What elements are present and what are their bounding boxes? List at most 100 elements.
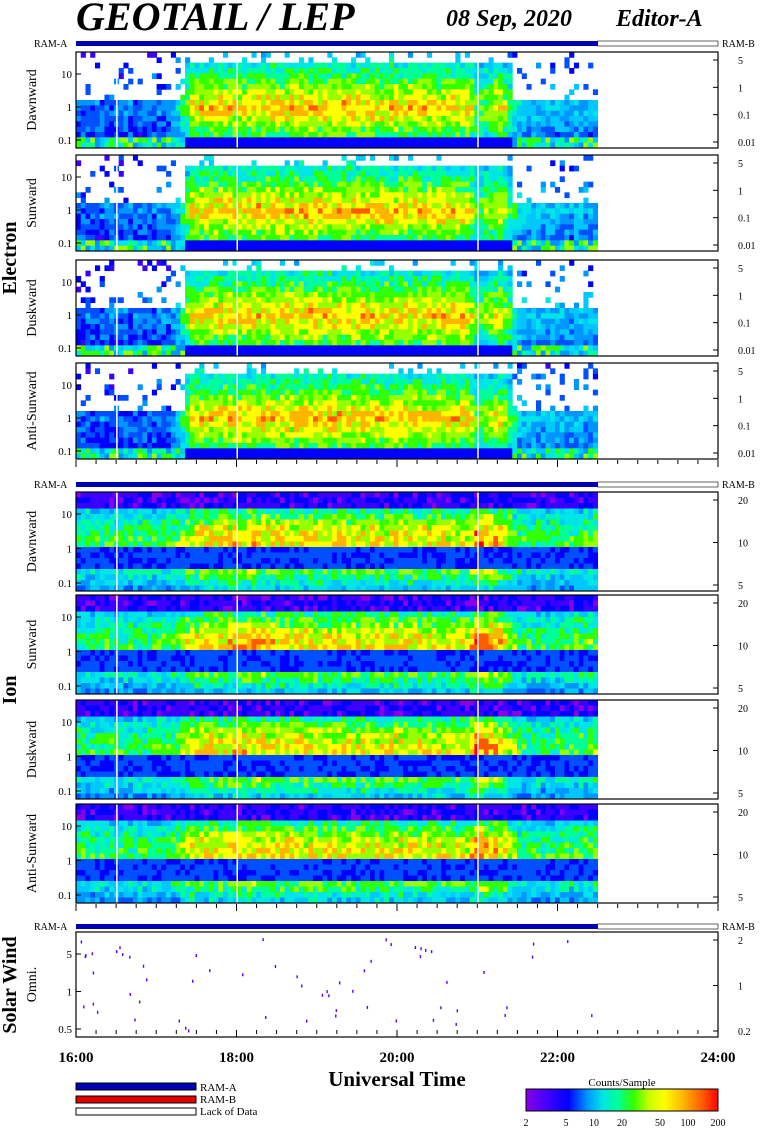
solarwind-sample — [385, 938, 387, 942]
figure-date: 08 Sep, 2020 — [446, 6, 572, 32]
ion-dawnward-data-gap — [116, 492, 118, 591]
solarwind-sample — [242, 973, 244, 977]
ion-dawnward-right-tick: 10 — [738, 539, 748, 550]
ion-dawnward-left-tick: 1 — [67, 544, 73, 556]
electron-sunward-left-tick: 10 — [61, 172, 73, 184]
ion-duskward-left-tick: 0.1 — [58, 786, 72, 798]
electron-dawnward-left-tick: 0.1 — [58, 135, 72, 147]
electron-anti-sunward-right-tick: 0.1 — [738, 422, 751, 433]
electron-anti-sunward-left-tick: 10 — [61, 380, 73, 392]
solarwind-sample — [145, 978, 148, 982]
electron-anti-sunward-right-tick: 5 — [738, 367, 743, 378]
ion-sunward-spectrogram — [76, 595, 599, 695]
solarwind-sample — [395, 1019, 398, 1023]
solarwind-sample — [262, 938, 264, 942]
ion-sunward-left-tick: 10 — [61, 612, 73, 624]
solarwind-sample — [591, 1014, 593, 1018]
ion-sunward-data-gap — [116, 595, 118, 694]
electron-anti-sunward-right-tick: 1 — [738, 394, 743, 405]
electron-dawnward-right-tick: 0.01 — [738, 138, 756, 149]
electron-dawnward-left-tick: 10 — [61, 69, 73, 81]
electron-duskward-data-gap — [477, 260, 479, 356]
solarwind-sample — [425, 948, 427, 952]
electron-anti-sunward-left-tick: 0.1 — [58, 446, 72, 458]
solarwind-omni-right-tick: 2 — [738, 936, 743, 947]
solarwind-sample — [85, 954, 87, 958]
solarwind-omni-left-tick: 1 — [67, 987, 73, 999]
ion-sunward-right-tick: 10 — [738, 642, 748, 653]
solarwind-sample — [390, 943, 392, 947]
solarwind-sample — [567, 940, 569, 944]
ion-duskward-left-tick: 1 — [67, 752, 73, 764]
time-tick-label: 24:00 — [701, 1050, 736, 1066]
ion-duskward-data-gap — [116, 700, 118, 799]
solarwind-sample — [504, 1013, 506, 1017]
solarwind-sample — [265, 1016, 267, 1020]
electron-duskward-data-gap — [116, 260, 118, 356]
solarwind-sample — [305, 1019, 308, 1023]
electron-duskward-left-tick: 10 — [61, 277, 73, 289]
solarwind-sample — [366, 1005, 369, 1009]
solarwind-group-label: Solar Wind — [0, 936, 21, 1033]
ram-legend: RAM-A RAM-B Lack of Data — [75, 1082, 258, 1118]
solarwind-sample — [455, 1022, 457, 1026]
electron-ram-a-bar — [76, 41, 598, 46]
ion-dawnward-spectrogram — [76, 492, 599, 592]
solarwind-sample — [209, 969, 211, 973]
electron-duskward-left-tick: 0.1 — [58, 343, 72, 355]
solarwind-sample — [92, 1002, 95, 1006]
ion-duskward-spectrogram — [76, 700, 599, 800]
ion-sunward-right-tick: 20 — [738, 599, 748, 610]
colorbar-tick-label: 200 — [711, 1118, 726, 1128]
figure-editor: Editor-A — [615, 6, 703, 32]
solarwind-sample — [195, 953, 197, 957]
solarwind-sample — [129, 992, 131, 996]
ion-duskward-data-gap — [236, 700, 238, 799]
solarwind-sample — [531, 955, 534, 959]
colorbar-title: Counts/Sample — [588, 1077, 655, 1089]
electron-dawnward-spectrogram — [76, 52, 599, 149]
electron-sunward-label: Sunward — [25, 178, 40, 228]
ion-duskward-right-tick: 5 — [738, 789, 743, 800]
ion-ram-a-label: RAM-A — [34, 480, 68, 491]
legend-ram-b-label: RAM-B — [200, 1094, 236, 1106]
solarwind-sample — [91, 952, 94, 956]
electron-sunward-data-gap — [477, 155, 479, 251]
solarwind-sample — [92, 971, 95, 975]
electron-sunward-right-tick: 0.1 — [738, 214, 751, 225]
solarwind-sample — [129, 955, 131, 959]
solarwind-sample — [456, 1009, 459, 1013]
legend-lack-label: Lack of Data — [200, 1106, 258, 1118]
electron-lack-bar — [597, 40, 719, 47]
electron-sunward-right-tick: 0.01 — [738, 241, 756, 252]
ion-dawnward-left-tick: 10 — [61, 509, 73, 521]
electron-group-label: Electron — [0, 222, 21, 295]
ion-anti-sunward-data-gap — [116, 804, 118, 903]
electron-duskward-left-tick: 1 — [67, 310, 73, 322]
solarwind-sample — [352, 989, 354, 993]
electron-anti-sunward-data-gap — [116, 363, 118, 459]
ion-anti-sunward-right-tick: 10 — [738, 851, 748, 862]
electron-sunward-spectrogram — [76, 155, 599, 252]
electron-anti-sunward-spectrogram — [76, 363, 599, 460]
solarwind-sample — [483, 970, 485, 974]
colorbar-gradient — [525, 1088, 719, 1112]
ion-anti-sunward-left-tick: 0.1 — [58, 890, 72, 902]
ion-duskward-frame — [75, 699, 719, 800]
time-tick-label: 18:00 — [219, 1050, 254, 1066]
electron-dawnward-right-tick: 0.1 — [738, 111, 751, 122]
electron-duskward-right-tick: 0.1 — [738, 319, 751, 330]
electron-dawnward-left-tick: 1 — [67, 102, 73, 114]
ion-group-label: Ion — [0, 676, 21, 705]
ion-anti-sunward-right-tick: 20 — [738, 808, 748, 819]
solarwind-lack-bar — [597, 923, 719, 930]
electron-sunward-right-tick: 5 — [738, 159, 743, 170]
electron-sunward-data-gap — [116, 155, 118, 251]
figure-title: GEOTAIL / LEP — [76, 0, 355, 39]
solarwind-sample — [178, 1019, 181, 1023]
electron-ram-b-label: RAM-B — [722, 39, 755, 50]
electron-dawnward-label: Dawnward — [25, 69, 40, 130]
ion-sunward-data-gap — [477, 595, 479, 694]
solarwind-sample — [119, 946, 121, 950]
ion-dawnward-right-tick: 5 — [738, 581, 743, 592]
